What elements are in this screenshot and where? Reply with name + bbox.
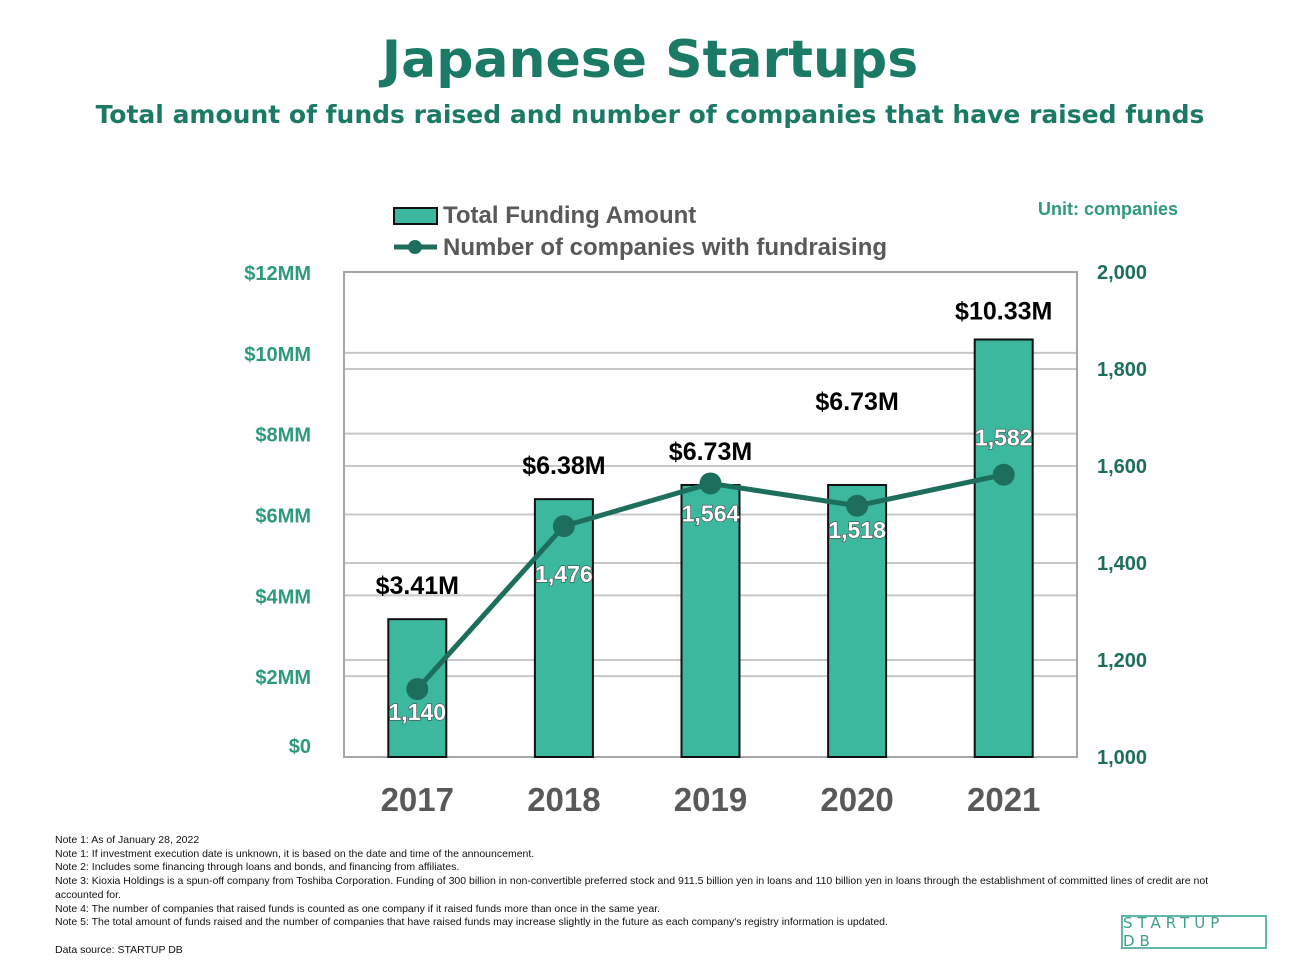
left-axis-tick-label: $6MM xyxy=(255,506,311,528)
bar-value-label: $10.33M xyxy=(955,297,1052,325)
line-point-2021 xyxy=(992,463,1015,486)
left-axis-tick-label: $10MM xyxy=(244,344,311,366)
line-value-label: 1,582 xyxy=(975,425,1033,451)
bar-value-label: $6.38M xyxy=(522,452,605,480)
line-value-label: 1,476 xyxy=(535,561,593,587)
chart-subtitle: Total amount of funds raised and number … xyxy=(95,100,1205,129)
bar-value-label: $6.73M xyxy=(669,438,752,466)
x-axis-label-2021: 2021 xyxy=(967,781,1040,818)
legend-bar-label: Total Funding Amount xyxy=(443,202,696,229)
line-value-label: 1,518 xyxy=(828,517,886,543)
legend-line-marker xyxy=(408,240,422,254)
unit-label: Unit: companies xyxy=(1038,199,1178,219)
line-point-2020 xyxy=(846,494,869,517)
line-point-2018 xyxy=(552,515,575,538)
left-axis-tick-label: $12MM xyxy=(244,263,311,285)
right-axis-tick-label: 1,600 xyxy=(1097,456,1147,478)
line-point-2017 xyxy=(406,678,429,701)
x-axis-label-2018: 2018 xyxy=(527,781,600,818)
x-axis-label-2017: 2017 xyxy=(381,781,454,818)
note-4: Note 3: Kioxia Holdings is a spun-off co… xyxy=(55,875,1209,901)
line-value-label: 1,140 xyxy=(389,699,447,725)
x-axis-label-2020: 2020 xyxy=(820,781,893,818)
left-axis-tick-label: $4MM xyxy=(255,586,311,608)
bar-2020 xyxy=(827,483,888,758)
bar-2021 xyxy=(973,338,1034,758)
right-axis-tick-label: 1,000 xyxy=(1097,747,1147,769)
right-axis-tick-label: 1,200 xyxy=(1097,650,1147,672)
legend-bar-swatch xyxy=(393,207,438,225)
left-axis-tick-label: $0 xyxy=(289,736,311,758)
note-5: Note 4: The number of companies that rai… xyxy=(55,902,661,915)
note-6: Note 5: The total amount of funds raised… xyxy=(55,916,888,929)
right-axis-tick-label: 2,000 xyxy=(1097,262,1147,284)
bar-value-label: $3.41M xyxy=(376,572,459,600)
left-axis-tick-label: $8MM xyxy=(255,425,311,447)
line-value-label: 1,564 xyxy=(682,500,740,526)
startup-db-logo: STARTUP DB xyxy=(1121,914,1267,950)
left-axis-tick-label: $2MM xyxy=(255,667,311,689)
line-point-2019 xyxy=(699,472,722,495)
right-axis-tick-label: 1,400 xyxy=(1097,553,1147,575)
legend-line-label: Number of companies with fundraising xyxy=(443,234,887,261)
notes: Note 1: As of January 28, 2022 Note 1: I… xyxy=(55,834,1255,930)
bar-2019 xyxy=(680,483,741,758)
chart-title: Japanese Startups xyxy=(381,30,919,90)
bar-value-label: $6.73M xyxy=(815,388,898,416)
note-3: Note 2: Includes some financing through … xyxy=(55,861,460,874)
bar-2018 xyxy=(533,498,594,758)
chart: $0 $2MM $4MM $6MM $8MM $10MM $12MM 1,000 1,200 1,… xyxy=(244,199,1178,818)
note-2: Note 1: If investment execution date is … xyxy=(55,847,535,860)
right-axis-tick-label: 1,800 xyxy=(1097,359,1147,381)
note-1: Note 1: As of January 28, 2022 xyxy=(55,834,200,846)
x-axis-label-2019: 2019 xyxy=(674,781,747,818)
data-source: Data source: STARTUP DB xyxy=(55,944,183,956)
